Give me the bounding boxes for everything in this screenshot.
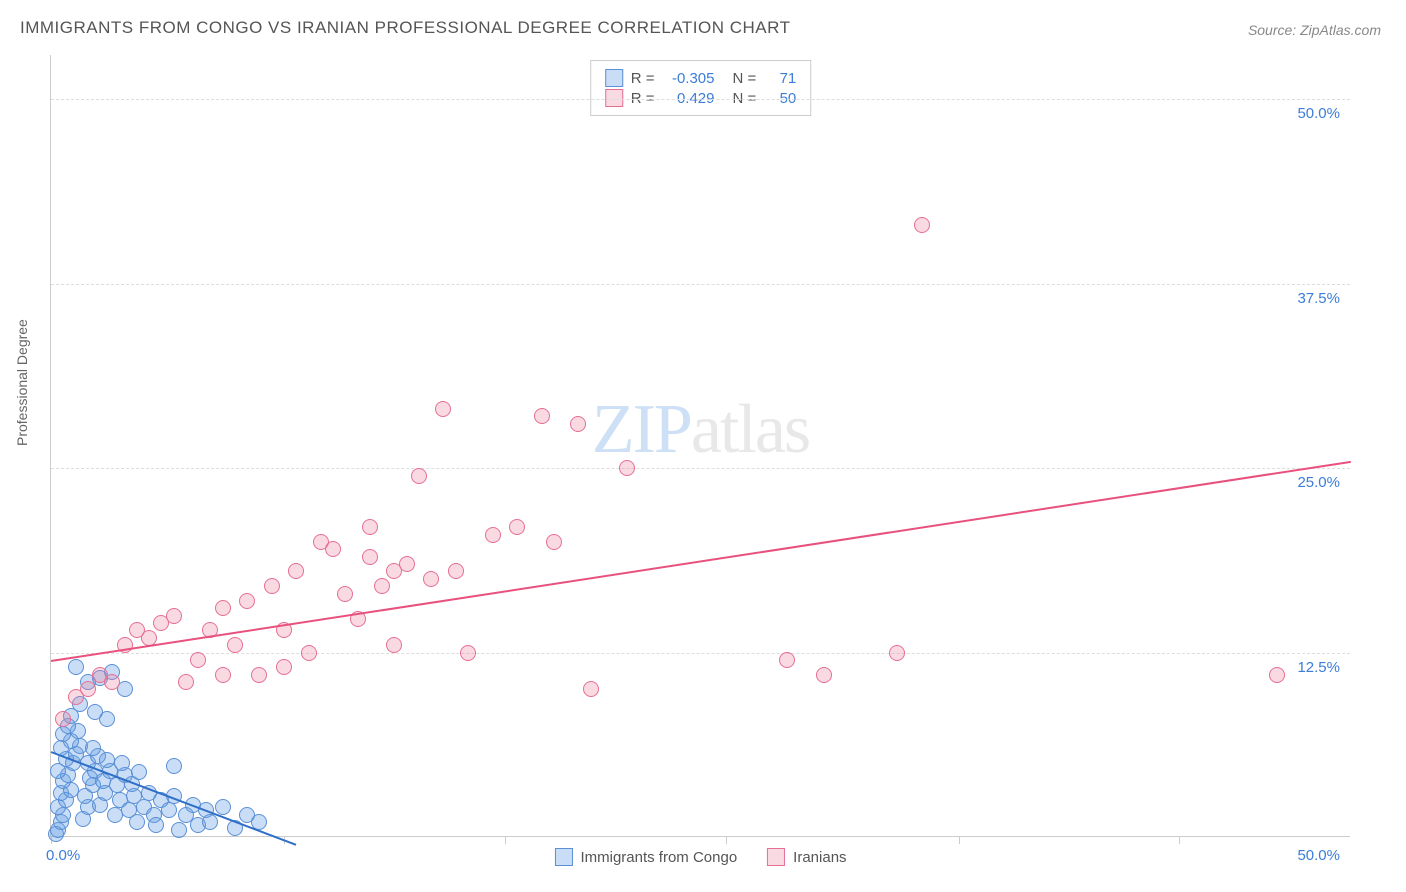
data-point xyxy=(509,519,525,535)
data-point xyxy=(1269,667,1285,683)
data-point xyxy=(178,674,194,690)
data-point xyxy=(239,593,255,609)
data-point xyxy=(227,637,243,653)
legend-bottom: Immigrants from Congo Iranians xyxy=(554,848,846,866)
data-point xyxy=(362,549,378,565)
data-point xyxy=(166,608,182,624)
data-point xyxy=(534,408,550,424)
stat-r-value: -0.305 xyxy=(665,70,715,87)
data-point xyxy=(68,659,84,675)
y-axis-label: Professional Degree xyxy=(14,319,30,446)
data-point xyxy=(485,527,501,543)
data-point xyxy=(546,534,562,550)
x-tick xyxy=(726,836,727,844)
x-tick xyxy=(959,836,960,844)
legend-item: Iranians xyxy=(767,848,846,866)
data-point xyxy=(889,645,905,661)
data-point xyxy=(325,541,341,557)
legend-top: R = -0.305 N = 71 R = 0.429 N = 50 xyxy=(590,60,812,116)
data-point xyxy=(166,758,182,774)
x-max-label: 50.0% xyxy=(1297,847,1340,864)
watermark-atlas: atlas xyxy=(691,391,809,468)
data-point xyxy=(276,659,292,675)
data-point xyxy=(914,217,930,233)
legend-swatch xyxy=(605,89,623,107)
data-point xyxy=(99,711,115,727)
data-point xyxy=(131,764,147,780)
data-point xyxy=(570,416,586,432)
legend-swatch xyxy=(767,848,785,866)
gridline xyxy=(51,468,1350,469)
data-point xyxy=(583,681,599,697)
stat-n-value: 50 xyxy=(766,90,796,107)
data-point xyxy=(161,802,177,818)
scatter-chart: ZIPatlas R =-0.305N =71R =0.429N =50 Imm… xyxy=(50,55,1350,837)
data-point xyxy=(202,814,218,830)
y-tick-label: 25.0% xyxy=(1297,474,1340,491)
data-point xyxy=(215,667,231,683)
data-point xyxy=(399,556,415,572)
data-point xyxy=(251,667,267,683)
stat-r-label: R = xyxy=(631,70,655,87)
x-tick xyxy=(1179,836,1180,844)
legend-stat-row: R = 0.429 N = 50 xyxy=(605,89,797,107)
stat-n-value: 71 xyxy=(766,70,796,87)
data-point xyxy=(779,652,795,668)
data-point xyxy=(423,571,439,587)
stat-n-label: N = xyxy=(733,90,757,107)
chart-title: IMMIGRANTS FROM CONGO VS IRANIAN PROFESS… xyxy=(20,18,791,38)
gridline xyxy=(51,284,1350,285)
watermark-zip: ZIP xyxy=(592,391,691,468)
legend-stat-row: R = -0.305 N = 71 xyxy=(605,69,797,87)
gridline xyxy=(51,653,1350,654)
data-point xyxy=(148,817,164,833)
data-point xyxy=(264,578,280,594)
y-tick-label: 37.5% xyxy=(1297,290,1340,307)
data-point xyxy=(171,822,187,838)
data-point xyxy=(288,563,304,579)
x-tick xyxy=(505,836,506,844)
source-attribution: Source: ZipAtlas.com xyxy=(1248,22,1381,38)
y-tick-label: 50.0% xyxy=(1297,105,1340,122)
legend-label: Iranians xyxy=(793,849,846,866)
data-point xyxy=(448,563,464,579)
legend-item: Immigrants from Congo xyxy=(554,848,737,866)
y-tick-label: 12.5% xyxy=(1297,659,1340,676)
data-point xyxy=(374,578,390,594)
gridline xyxy=(51,99,1350,100)
stat-n-label: N = xyxy=(733,70,757,87)
data-point xyxy=(80,681,96,697)
legend-swatch xyxy=(605,69,623,87)
data-point xyxy=(215,600,231,616)
data-point xyxy=(107,807,123,823)
watermark: ZIPatlas xyxy=(592,390,809,470)
data-point xyxy=(411,468,427,484)
data-point xyxy=(460,645,476,661)
data-point xyxy=(362,519,378,535)
legend-swatch xyxy=(554,848,572,866)
data-point xyxy=(816,667,832,683)
data-point xyxy=(619,460,635,476)
data-point xyxy=(129,814,145,830)
data-point xyxy=(190,652,206,668)
data-point xyxy=(301,645,317,661)
data-point xyxy=(435,401,451,417)
trend-line xyxy=(51,461,1351,662)
x-min-label: 0.0% xyxy=(46,847,80,864)
legend-label: Immigrants from Congo xyxy=(580,849,737,866)
data-point xyxy=(386,637,402,653)
stat-r-label: R = xyxy=(631,90,655,107)
data-point xyxy=(337,586,353,602)
stat-r-value: 0.429 xyxy=(665,90,715,107)
